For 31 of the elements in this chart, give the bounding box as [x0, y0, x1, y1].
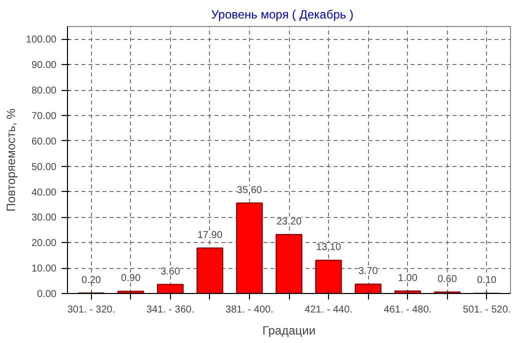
- x-tick-label: 381. - 400.: [226, 304, 274, 316]
- x-tick-label: 501. - 520.: [462, 304, 511, 316]
- x-axis-title: Градации: [262, 324, 316, 338]
- data-label: 0.10: [477, 275, 497, 286]
- data-label: 0.90: [121, 273, 141, 284]
- x-tick-label: 421. - 440.: [304, 304, 352, 316]
- y-axis-title: Повторяемость, %: [4, 108, 18, 212]
- y-tick-label: 0.00: [37, 289, 57, 300]
- y-tick-label: 30.00: [31, 212, 57, 224]
- y-tick-label: 90.00: [31, 60, 57, 72]
- x-tick-label: 301. - 320.: [67, 304, 116, 316]
- y-tick-label: 10.00: [31, 264, 57, 275]
- chart-title: Уровень моря ( Декабрь ): [211, 8, 354, 22]
- y-tick-label: 40.00: [31, 187, 57, 198]
- y-tick-label: 50.00: [31, 162, 57, 173]
- data-label: 35.60: [236, 184, 262, 196]
- x-tick-label: 461. - 480.: [384, 304, 432, 316]
- y-tick-label: 70.00: [31, 111, 57, 122]
- data-label: 23.20: [276, 216, 302, 228]
- y-tick-label: 100.00: [26, 34, 57, 46]
- y-tick-label: 60.00: [31, 136, 57, 148]
- data-label: 0.20: [82, 274, 102, 286]
- data-label: 3.70: [358, 266, 378, 278]
- data-label: 17.90: [197, 230, 223, 241]
- data-label: 1.00: [398, 272, 418, 284]
- y-tick-label: 20.00: [31, 238, 57, 250]
- data-label: 3.60: [160, 266, 181, 278]
- data-label: 0.60: [437, 274, 458, 285]
- data-label: 13.10: [316, 242, 342, 254]
- y-tick-label: 80.00: [31, 86, 57, 97]
- x-tick-label: 341. - 360.: [146, 304, 194, 316]
